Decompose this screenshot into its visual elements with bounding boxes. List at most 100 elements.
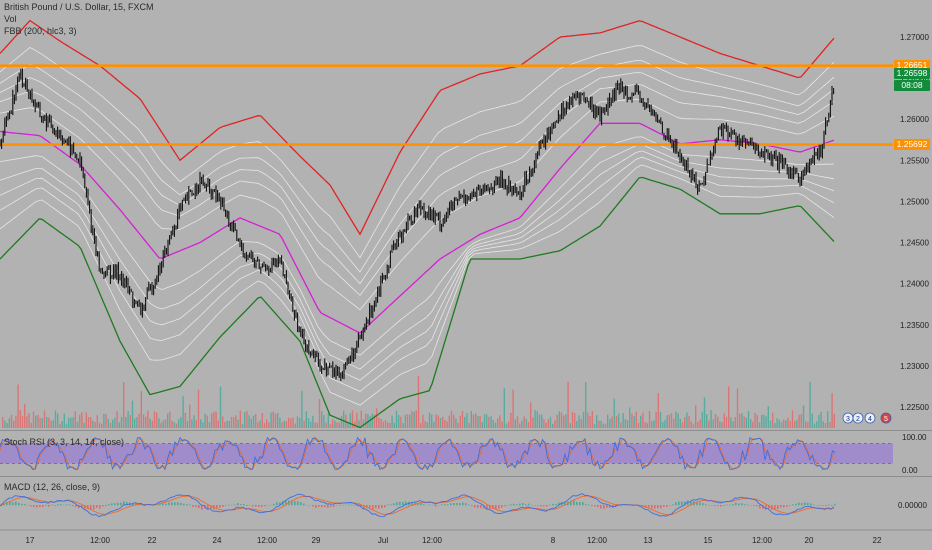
volume-bar bbox=[37, 414, 39, 428]
volume-bar bbox=[292, 417, 294, 428]
macd-histogram-bar bbox=[513, 503, 515, 506]
volume-bar bbox=[244, 412, 246, 428]
volume-bar bbox=[712, 419, 714, 428]
volume-bar bbox=[387, 422, 389, 428]
volume-bar bbox=[662, 422, 664, 428]
volume-bar bbox=[556, 414, 558, 428]
macd-histogram-bar bbox=[348, 504, 350, 506]
event-badge[interactable] bbox=[864, 412, 876, 424]
volume-legend[interactable]: Vol bbox=[4, 14, 17, 24]
time-axis-label[interactable]: 13 bbox=[644, 536, 653, 545]
volume-bar bbox=[39, 417, 41, 428]
volume-bar bbox=[107, 419, 109, 428]
price-axis-label[interactable]: 1.22500 bbox=[900, 403, 929, 412]
volume-bar bbox=[369, 416, 371, 428]
macd-histogram-bar bbox=[57, 504, 59, 506]
macd-histogram-bar bbox=[570, 500, 572, 506]
volume-bar bbox=[118, 422, 120, 428]
pane-separator-macd[interactable] bbox=[0, 476, 932, 477]
volume-bar bbox=[376, 408, 378, 428]
time-axis-label[interactable]: Jul bbox=[378, 536, 388, 545]
price-axis-label[interactable]: 1.23500 bbox=[900, 321, 929, 330]
stoch-rsi-legend[interactable]: Stoch RSI (3, 3, 14, 14, close) bbox=[4, 437, 125, 447]
time-axis-label[interactable]: 8 bbox=[551, 536, 556, 545]
time-axis[interactable]: 17 12:00 22 24 12:00 29 Jul 12:00 8 12:00 13 15 12:0… bbox=[0, 529, 932, 550]
volume-bar bbox=[145, 416, 147, 428]
volume-bar bbox=[466, 413, 468, 428]
price-axis-label[interactable]: 1.24000 bbox=[900, 280, 929, 289]
volume-bar bbox=[587, 412, 589, 428]
macd-histogram-bar bbox=[312, 505, 314, 507]
price-axis-label[interactable]: 1.23000 bbox=[900, 362, 929, 371]
volume-bar bbox=[455, 418, 457, 428]
fbb-legend[interactable]: FBB (200, hlc3, 3) bbox=[4, 26, 77, 36]
volume-bar bbox=[464, 416, 466, 428]
volume-bar bbox=[569, 423, 571, 428]
volume-bar bbox=[508, 421, 510, 428]
macd-histogram-bar bbox=[78, 505, 80, 509]
event-badge-label[interactable]: 5 bbox=[884, 416, 888, 423]
macd-histogram-bar bbox=[255, 505, 257, 507]
volume-bar bbox=[270, 412, 272, 428]
macd-legend[interactable]: MACD (12, 26, close, 9) bbox=[4, 482, 101, 492]
time-axis-label[interactable]: 24 bbox=[213, 536, 222, 545]
macd-histogram-bar bbox=[84, 505, 86, 509]
time-axis-label[interactable]: 12:00 bbox=[752, 536, 773, 545]
macd-histogram-bar bbox=[33, 505, 35, 507]
macd-histogram-bar bbox=[285, 500, 287, 506]
macd-histogram-bar bbox=[276, 502, 278, 506]
time-axis-label[interactable]: 12:00 bbox=[257, 536, 278, 545]
volume-bar bbox=[268, 422, 270, 428]
macd-histogram-bar bbox=[783, 505, 785, 508]
macd-histogram-bar bbox=[522, 503, 524, 506]
time-axis-label[interactable]: 12:00 bbox=[587, 536, 608, 545]
fib-upper-line bbox=[0, 84, 835, 296]
resistance-levels[interactable] bbox=[0, 64, 893, 146]
pane-separator-stoch[interactable] bbox=[0, 430, 932, 431]
volume-bar bbox=[772, 412, 774, 428]
price-axis-label[interactable]: 1.27000 bbox=[900, 33, 929, 42]
volume-bar bbox=[642, 412, 644, 428]
price-axis-label[interactable]: 1.26000 bbox=[900, 115, 929, 124]
time-axis-label[interactable]: 22 bbox=[873, 536, 882, 545]
volume-bar bbox=[613, 398, 615, 428]
price-axis-label[interactable]: 1.25000 bbox=[900, 197, 929, 206]
time-axis-label[interactable]: 29 bbox=[312, 536, 321, 545]
macd-histogram-bar bbox=[564, 502, 566, 506]
stoch-axis-label[interactable]: 0.00 bbox=[902, 466, 918, 475]
price-axis-label[interactable]: 1.25500 bbox=[900, 156, 929, 165]
event-badge-label[interactable]: 3 bbox=[846, 416, 850, 423]
macd-histogram-bar bbox=[657, 505, 659, 509]
time-axis-label[interactable]: 12:00 bbox=[90, 536, 111, 545]
macd-histogram-bar bbox=[183, 503, 185, 506]
macd-histogram-bar bbox=[558, 502, 560, 506]
price-axis-label[interactable]: 1.24500 bbox=[900, 239, 929, 248]
time-axis-label[interactable]: 20 bbox=[805, 536, 814, 545]
time-axis-label[interactable]: 22 bbox=[148, 536, 157, 545]
time-axis-label[interactable]: 15 bbox=[704, 536, 713, 545]
macd-axis-label[interactable]: 0.00000 bbox=[898, 501, 927, 510]
volume-bar bbox=[618, 413, 620, 428]
volume-bar bbox=[626, 420, 629, 428]
event-badge-label[interactable]: 4 bbox=[868, 416, 872, 423]
volume-bar bbox=[609, 418, 611, 428]
event-badge[interactable] bbox=[852, 412, 864, 424]
time-axis-label[interactable]: 17 bbox=[26, 536, 35, 545]
macd-histogram-bar bbox=[471, 505, 473, 507]
time-axis-label[interactable]: 12:00 bbox=[422, 536, 443, 545]
macd-histogram-bar bbox=[810, 503, 812, 506]
volume-bar bbox=[204, 413, 206, 428]
volume-bar bbox=[732, 421, 734, 428]
volume-bar bbox=[725, 416, 728, 428]
volume-bar bbox=[305, 411, 307, 428]
macd-histogram-bar bbox=[396, 502, 398, 506]
volume-bar bbox=[750, 419, 752, 428]
volume-bar bbox=[708, 420, 710, 428]
volume-bar bbox=[424, 421, 426, 428]
volume-bar bbox=[246, 411, 248, 428]
stoch-axis-label[interactable]: 100.00 bbox=[902, 433, 927, 442]
event-badge[interactable] bbox=[880, 412, 892, 424]
event-badge-label[interactable]: 2 bbox=[856, 416, 860, 423]
